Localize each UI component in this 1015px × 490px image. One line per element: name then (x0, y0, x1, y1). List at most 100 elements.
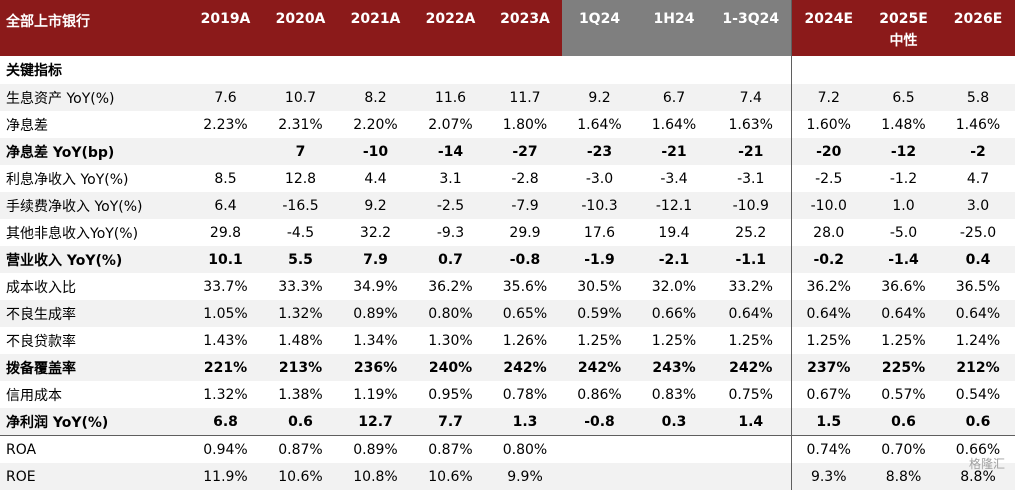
table-row: 净息差 2.23% 2.31% 2.20% 2.07% 1.80% 1.64% 1.64% 1.… (0, 111, 1015, 138)
cell-value: 1.63% (728, 116, 773, 133)
cell-value: 0.87% (413, 435, 488, 463)
cell-value: 1.32% (203, 386, 248, 403)
cell-value: 7.7 (413, 408, 488, 436)
cell-value: -10.0 (790, 192, 866, 219)
cell-value: 0.64% (866, 300, 941, 327)
cell-value: -3.4 (660, 170, 688, 187)
cell-value: 5.8 (941, 84, 1015, 111)
cell-value (637, 435, 711, 463)
cell-value: 1.05% (188, 300, 263, 327)
cell-value: -4.5 (286, 224, 315, 241)
cell-value: 0.6 (263, 408, 338, 436)
cell-value: -10 (338, 138, 413, 165)
cell-value: -0.8 (488, 246, 562, 273)
cell-value: 29.8 (209, 224, 242, 241)
cell-value: 1.0 (866, 192, 941, 219)
section-label: 关键指标 (6, 63, 62, 79)
cell-value: 1.19% (353, 386, 398, 403)
cell-value: 7.9 (338, 246, 413, 273)
cell-value: 1.25% (790, 327, 866, 354)
cell-value: 35.6% (502, 278, 548, 295)
table-row: 生息资产 YoY(%) 7.6 10.7 8.2 11.6 11.7 9.2 6.7 7.4 7.… (0, 84, 1015, 111)
scenario-label: 中性 (889, 33, 918, 49)
cell-value: 1.43% (203, 332, 248, 349)
cell-value: 0.94% (188, 435, 263, 463)
cell-value: 1.38% (278, 386, 323, 403)
table-row: 净利润 YoY(%) 6.8 0.6 12.7 7.7 1.3 -0.8 0.3 1.4 1.5 0… (0, 408, 1015, 436)
cell-value: 0.57% (881, 386, 926, 403)
cell-value (711, 463, 791, 490)
col-1q24: 1Q24 (562, 0, 637, 56)
cell-value: 10.1 (188, 246, 263, 273)
cell-value: 1.4 (711, 408, 791, 436)
cell-value: 30.5% (577, 278, 622, 295)
watermark: 格隆汇 (968, 457, 1005, 471)
cell-value: 0.89% (338, 300, 413, 327)
cell-value: 1.34% (353, 332, 398, 349)
cell-value: -2.5 (790, 165, 866, 192)
col-2024e: 2024E (790, 0, 866, 56)
cell-value: 0.6 (866, 408, 941, 436)
cell-value: -3.1 (737, 170, 765, 187)
cell-value: 12.8 (284, 170, 317, 187)
col-2022a: 2022A (413, 0, 488, 56)
cell-value: 0.54% (955, 386, 1001, 403)
cell-value: 12.7 (338, 408, 413, 436)
cell-value: 0.78% (502, 386, 548, 403)
col-2023a: 2023A (488, 0, 562, 56)
cell-value: 1.25% (728, 332, 773, 349)
table-row: 不良生成率 1.05% 1.32% 0.89% 0.80% 0.65% 0.59% 0.66%… (0, 300, 1015, 327)
cell-value: 10.7 (263, 84, 338, 111)
cell-value: 213% (263, 354, 338, 381)
cell-value: -16.5 (263, 192, 338, 219)
cell-value (711, 435, 791, 463)
cell-value: 0.64% (941, 300, 1015, 327)
cell-value: 0.4 (941, 246, 1015, 273)
cell-value: 9.2 (562, 84, 637, 111)
cell-value: -7.9 (488, 192, 562, 219)
cell-value: -25.0 (959, 224, 997, 241)
cell-value: -10.3 (562, 192, 637, 219)
cell-value: 1.24% (955, 332, 1001, 349)
cell-value: 0.67% (790, 381, 866, 408)
table-row: 净息差 YoY(bp) 7 -10 -14 -27 -23 -21 -21 -20 -12 -2 (0, 138, 1015, 165)
cell-value: -10.9 (711, 192, 791, 219)
cell-value: 1.26% (502, 332, 548, 349)
section-row: 关键指标 (0, 56, 1015, 84)
cell-value: 7.4 (711, 84, 791, 111)
cell-value: 6.4 (188, 192, 263, 219)
cell-value: 3.0 (941, 192, 1015, 219)
cell-value: 11.6 (413, 84, 488, 111)
cell-value: 0.59% (562, 300, 637, 327)
cell-value: 9.9% (488, 463, 562, 490)
cell-value: 3.1 (439, 170, 462, 187)
cell-value: 25.2 (735, 224, 767, 241)
col-2025e-label: 2025E (879, 11, 928, 27)
cell-value: 36.2% (428, 278, 473, 295)
cell-value: 242% (562, 354, 637, 381)
cell-value: 0.7 (413, 246, 488, 273)
cell-value: 7 (263, 138, 338, 165)
cell-value: 0.75% (728, 386, 773, 403)
cell-value: 36.6% (881, 278, 926, 295)
cell-value: 237% (790, 354, 866, 381)
table-row: ROA 0.94% 0.87% 0.89% 0.87% 0.80% 0.74% 0.70% 0.… (0, 435, 1015, 463)
cell-value: 2.07% (428, 116, 473, 133)
cell-value: -5.0 (889, 224, 918, 241)
cell-value: 34.9% (353, 278, 398, 295)
cell-value: 1.48% (278, 332, 323, 349)
cell-value: -27 (488, 138, 562, 165)
cell-value: 0.86% (577, 386, 622, 403)
cell-value: 32.0% (651, 278, 697, 295)
table-row: 不良贷款率 1.43% 1.48% 1.34% 1.30% 1.26% 1.25% 1.25%… (0, 327, 1015, 354)
cell-value: 1.46% (955, 116, 1001, 133)
cell-value: -1.2 (889, 170, 918, 187)
cell-value: 8.2 (338, 84, 413, 111)
header-row: 全部上市银行 2019A 2020A 2021A 2022A 2023A 1Q2… (0, 0, 1015, 56)
cell-value: -3.0 (585, 170, 614, 187)
cell-value: 10.6% (413, 463, 488, 490)
row-label: 净息差 YoY(bp) (0, 138, 188, 165)
cell-value (562, 435, 637, 463)
cell-value: -23 (562, 138, 637, 165)
